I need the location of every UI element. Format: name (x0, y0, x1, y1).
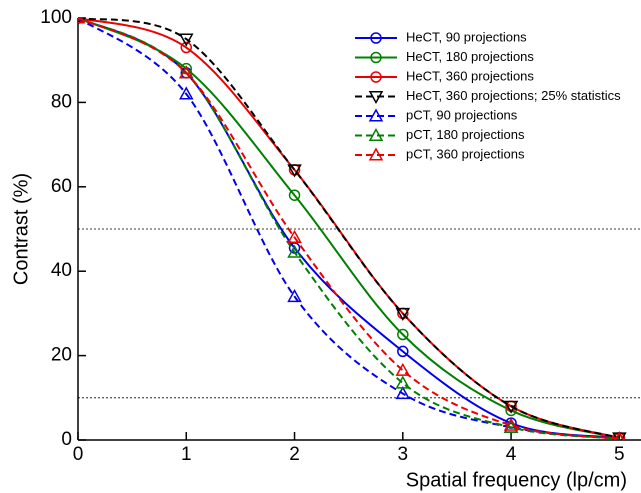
x-tick-label: 2 (289, 444, 300, 465)
legend-label: HeCT, 360 projections; 25% statistics (406, 88, 621, 103)
plot-area (78, 18, 627, 440)
data-point (397, 345, 409, 358)
data-point (397, 328, 409, 341)
legend-marker (370, 51, 382, 64)
series-line (78, 18, 620, 439)
data-point (287, 229, 302, 243)
y-tick-label: 60 (51, 176, 72, 197)
x-axis-label: Spatial frequency (lp/cm) (406, 469, 627, 491)
legend-marker (368, 90, 384, 105)
series-line (78, 18, 620, 440)
series-line (78, 18, 620, 439)
data-point (503, 400, 519, 414)
y-axis-label: Contrast (%) (10, 173, 32, 285)
series-line (78, 18, 620, 439)
x-tick-label: 4 (506, 444, 517, 465)
data-point (178, 86, 194, 100)
y-tick-label: 0 (61, 429, 72, 450)
legend-label: pCT, 360 projections (406, 146, 525, 161)
data-point (287, 244, 302, 258)
data-point (503, 417, 519, 431)
data-point (287, 288, 302, 303)
x-tick-label: 1 (181, 444, 192, 465)
legend-label: pCT, 90 projections (406, 107, 518, 122)
legend-marker (368, 108, 384, 122)
series-line (78, 18, 620, 440)
x-tick-label: 5 (614, 444, 625, 465)
data-point (395, 375, 411, 389)
legend-label: HeCT, 180 projections (406, 49, 534, 64)
legend-label: HeCT, 90 projections (406, 29, 527, 44)
y-tick-label: 40 (51, 260, 72, 281)
data-point (178, 65, 194, 79)
x-tick-label: 0 (73, 444, 84, 465)
y-tick-label: 20 (51, 345, 72, 366)
legend-marker (368, 147, 384, 161)
data-point (287, 164, 302, 178)
data-point (395, 307, 411, 321)
data-point (395, 362, 411, 376)
data-point (288, 189, 301, 201)
series-line (78, 18, 620, 439)
y-tick-label: 80 (51, 91, 72, 112)
legend-marker (368, 127, 384, 142)
legend-label: HeCT, 360 projections (406, 68, 534, 83)
y-tick-label: 100 (40, 7, 72, 28)
series-line (78, 18, 620, 440)
data-point (178, 33, 194, 47)
legend-marker (370, 71, 382, 83)
legend-marker (370, 32, 382, 44)
data-point (395, 386, 411, 400)
data-point (614, 431, 625, 440)
data-point (180, 41, 193, 54)
legend-label: pCT, 180 projections (406, 127, 525, 142)
x-tick-label: 3 (398, 444, 409, 465)
